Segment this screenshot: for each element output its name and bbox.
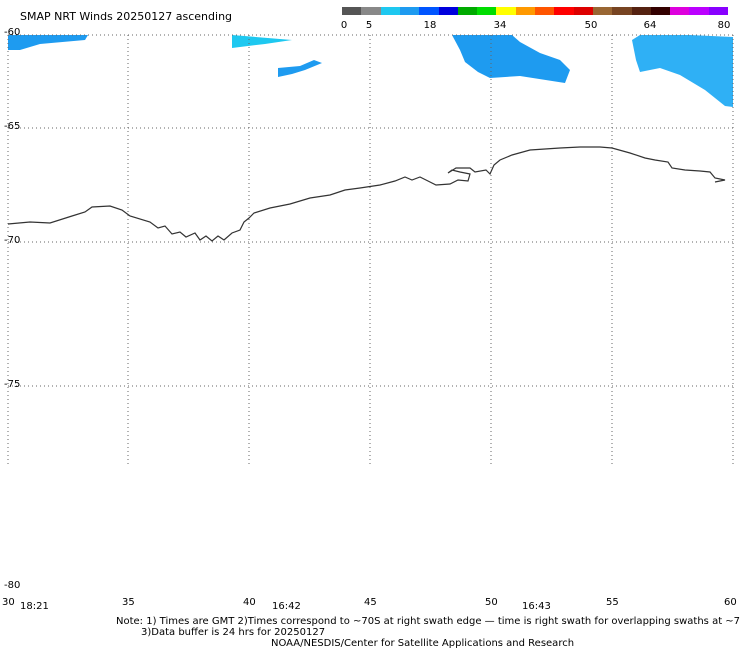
- lon-label: 50: [485, 597, 498, 608]
- wind-swath-patch: [8, 35, 88, 50]
- lat-label: -80: [4, 580, 21, 591]
- colorbar-segment: [457, 7, 478, 15]
- lat-label: -65: [4, 121, 21, 132]
- lon-label: 35: [122, 597, 135, 608]
- colorbar-segment: [496, 7, 517, 15]
- colorbar-segment: [554, 7, 575, 15]
- colorbar-segment: [361, 7, 382, 15]
- colorbar-segment: [342, 7, 362, 15]
- colorbar-segment: [670, 7, 690, 15]
- map-grid: [7, 34, 734, 465]
- lon-label: 55: [606, 597, 619, 608]
- lon-label: 60: [724, 597, 737, 608]
- colorbar-segment: [438, 7, 459, 15]
- lon-label: 45: [364, 597, 377, 608]
- lon-label: 30: [2, 597, 15, 608]
- colorbar-segment: [708, 7, 729, 15]
- pass-time-label: 16:42: [272, 601, 301, 612]
- colorbar-tick: 18: [423, 20, 437, 31]
- colorbar-tick: 50: [584, 20, 598, 31]
- colorbar-tick: 80: [717, 20, 731, 31]
- colorbar-tick: 64: [643, 20, 657, 31]
- colorbar-segment: [592, 7, 613, 15]
- wind-swath-patch: [452, 35, 570, 83]
- note-line: 3)Data buffer is 24 hrs for 20250127: [141, 627, 326, 638]
- lon-label: 40: [243, 597, 256, 608]
- lat-label: -70: [4, 235, 21, 246]
- colorbar-segment: [650, 7, 671, 15]
- colorbar-segment: [419, 7, 439, 15]
- colorbar-segment: [380, 7, 401, 15]
- colorbar-segment: [477, 7, 497, 15]
- coastline: [7, 146, 726, 242]
- map-title: SMAP NRT Winds 20250127 ascending: [20, 10, 233, 23]
- credit-line: NOAA/NESDIS/Center for Satellite Applica…: [271, 638, 575, 649]
- wind-swath-patch: [232, 35, 292, 48]
- pass-time-label: 16:43: [522, 601, 551, 612]
- colorbar-segment: [535, 7, 555, 15]
- colorbar-segment: [612, 7, 632, 15]
- colorbar-tick: 0: [340, 20, 348, 31]
- lat-label: -60: [4, 27, 21, 38]
- wind-swath-patch: [278, 60, 322, 77]
- colorbar-segment: [689, 7, 710, 15]
- colorbar-segment: [515, 7, 536, 15]
- wind-swath-patch: [632, 35, 733, 107]
- wind-swaths: [8, 35, 733, 107]
- pass-time-label: 18:21: [20, 601, 49, 612]
- colorbar-tick: 34: [493, 20, 507, 31]
- lat-label: -75: [4, 379, 21, 390]
- colorbar-tick: 5: [365, 20, 373, 31]
- colorbar-segment: [573, 7, 594, 15]
- note-line: Note: 1) Times are GMT 2)Times correspon…: [116, 616, 740, 627]
- colorbar-segment: [631, 7, 652, 15]
- colorbar-segment: [399, 7, 420, 15]
